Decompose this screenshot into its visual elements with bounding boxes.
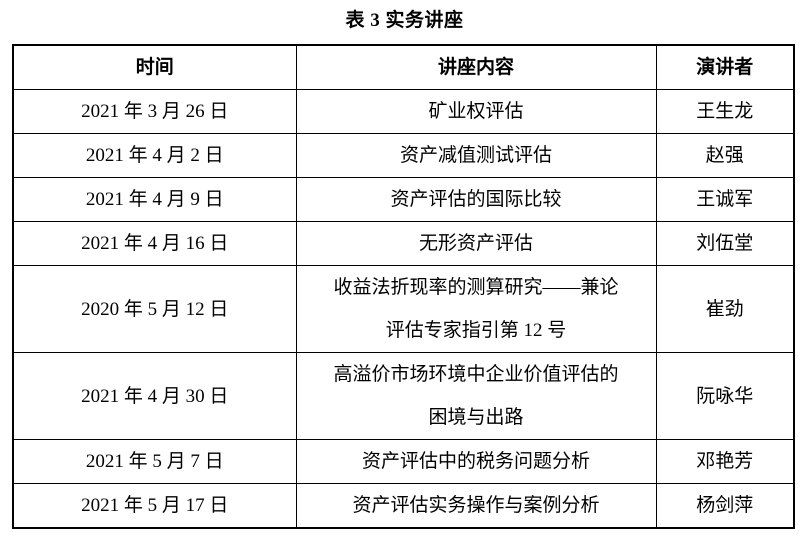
content-cell: 无形资产评估 <box>295 221 657 266</box>
content-cell: 高溢价市场环境中企业价值评估的 困境与出路 <box>295 352 657 440</box>
lecture-table: 时间 讲座内容 演讲者 2021 年 3 月 26 日 矿业权评估 王生龙 20… <box>12 44 795 529</box>
table-row: 2020 年 5 月 12 日 收益法折现率的测算研究——兼论 评估专家指引第 … <box>12 265 795 353</box>
table-caption: 表 3 实务讲座 <box>345 10 464 31</box>
content-cell: 资产评估的国际比较 <box>295 177 657 222</box>
header-row: 时间 讲座内容 演讲者 <box>12 44 795 90</box>
speaker-cell: 邓艳芳 <box>655 439 795 484</box>
speaker-cell: 王生龙 <box>655 89 795 134</box>
time-cell: 2021 年 5 月 17 日 <box>12 483 297 529</box>
table-row: 2021 年 3 月 26 日 矿业权评估 王生龙 <box>12 89 795 134</box>
content-cell: 矿业权评估 <box>295 89 657 134</box>
table-row: 2021 年 5 月 17 日 资产评估实务操作与案例分析 杨剑萍 <box>12 483 795 529</box>
speaker-cell: 王诚军 <box>655 177 795 222</box>
time-cell: 2020 年 5 月 12 日 <box>12 265 297 353</box>
content-cell: 资产评估实务操作与案例分析 <box>295 483 657 529</box>
header-content: 讲座内容 <box>295 44 657 90</box>
time-cell: 2021 年 4 月 16 日 <box>12 221 297 266</box>
time-cell: 2021 年 4 月 9 日 <box>12 177 297 222</box>
table-row: 2021 年 5 月 7 日 资产评估中的税务问题分析 邓艳芳 <box>12 439 795 484</box>
speaker-cell: 阮咏华 <box>655 352 795 440</box>
content-cell: 收益法折现率的测算研究——兼论 评估专家指引第 12 号 <box>295 265 657 353</box>
content-cell: 资产评估中的税务问题分析 <box>295 439 657 484</box>
table-row: 2021 年 4 月 30 日 高溢价市场环境中企业价值评估的 困境与出路 阮咏… <box>12 352 795 440</box>
table-row: 2021 年 4 月 9 日 资产评估的国际比较 王诚军 <box>12 177 795 222</box>
time-cell: 2021 年 5 月 7 日 <box>12 439 297 484</box>
table-row: 2021 年 4 月 16 日 无形资产评估 刘伍堂 <box>12 221 795 266</box>
header-time: 时间 <box>12 44 297 90</box>
speaker-cell: 崔劲 <box>655 265 795 353</box>
time-cell: 2021 年 4 月 2 日 <box>12 133 297 178</box>
table-row: 2021 年 4 月 2 日 资产减值测试评估 赵强 <box>12 133 795 178</box>
time-cell: 2021 年 4 月 30 日 <box>12 352 297 440</box>
header-speaker: 演讲者 <box>655 44 795 90</box>
speaker-cell: 刘伍堂 <box>655 221 795 266</box>
speaker-cell: 杨剑萍 <box>655 483 795 529</box>
content-cell: 资产减值测试评估 <box>295 133 657 178</box>
speaker-cell: 赵强 <box>655 133 795 178</box>
time-cell: 2021 年 3 月 26 日 <box>12 89 297 134</box>
